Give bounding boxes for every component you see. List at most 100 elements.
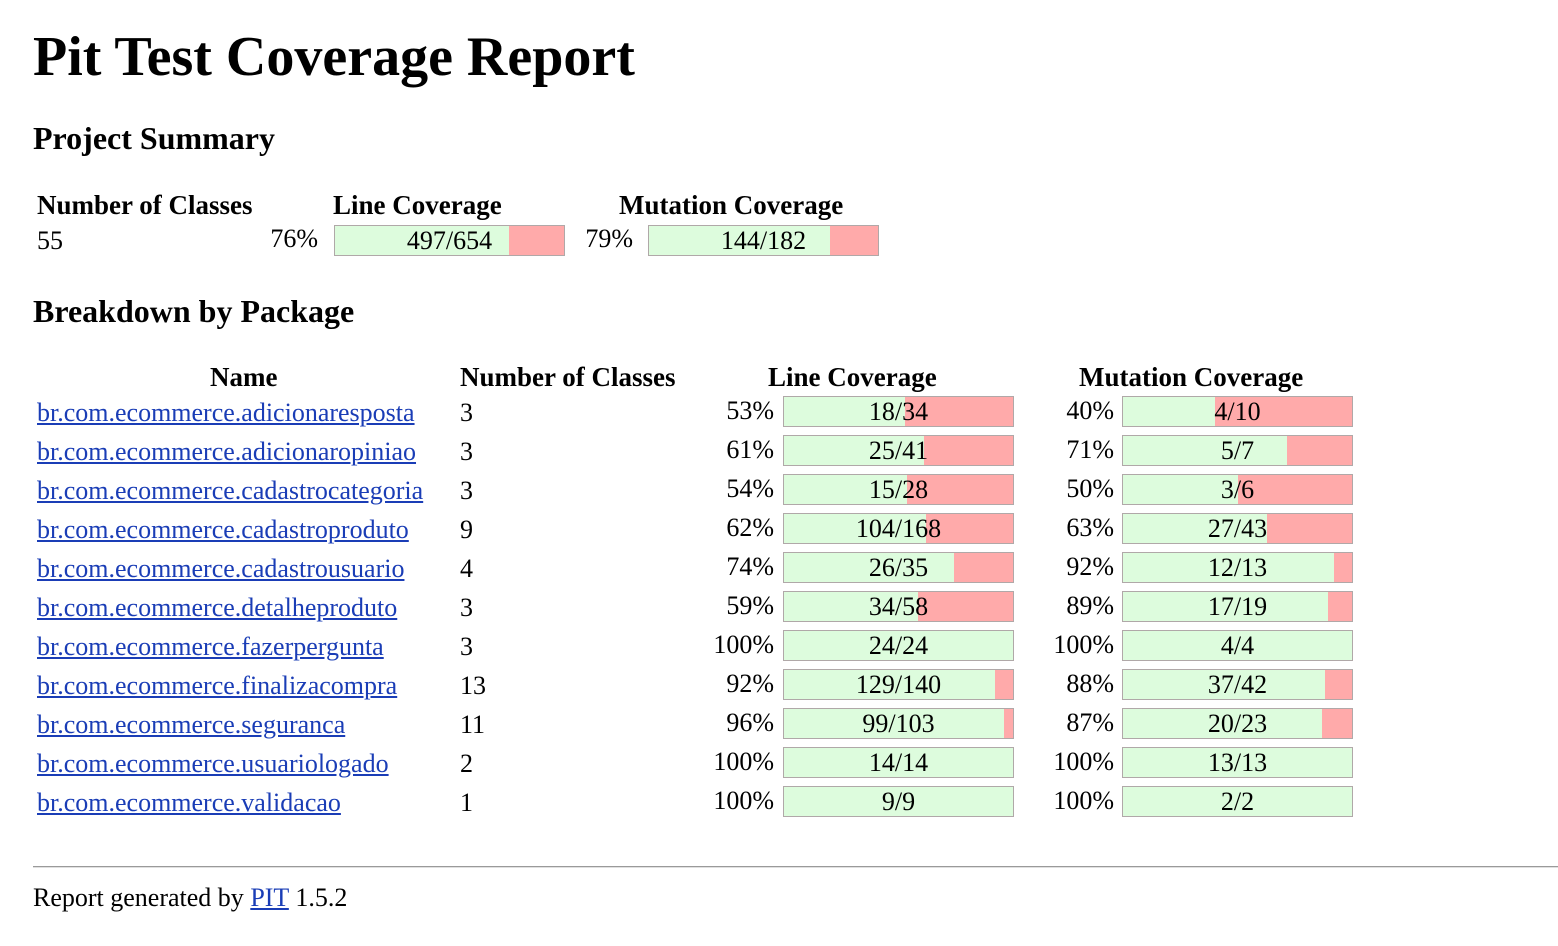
- package-line-coverage-bar: 25/41: [783, 435, 1014, 466]
- package-line-coverage-fill: [784, 631, 1013, 660]
- summary-mutation-pct: 79%: [585, 224, 633, 253]
- package-mutation-coverage-bar: 37/42: [1122, 669, 1353, 700]
- package-line-pct: 53%: [726, 396, 774, 425]
- summary-line-ratio: 497/654: [406, 226, 493, 255]
- package-line-coverage-bar: 15/28: [783, 474, 1014, 505]
- package-link[interactable]: br.com.ecommerce.validacao: [37, 788, 341, 817]
- package-line-pct: 100%: [713, 786, 774, 815]
- package-classes: 3: [460, 437, 473, 466]
- summary-mutation-ratio: 144/182: [720, 226, 807, 255]
- package-mutation-pct: 89%: [1066, 591, 1114, 620]
- package-line-coverage-bar: 18/34: [783, 396, 1014, 427]
- package-mutation-ratio: 5/7: [1220, 436, 1255, 465]
- package-mutation-pct: 63%: [1066, 513, 1114, 542]
- package-line-ratio: 99/103: [862, 709, 935, 738]
- package-mutation-pct: 50%: [1066, 474, 1114, 503]
- package-mutation-ratio: 4/10: [1214, 397, 1261, 426]
- breakdown-header-name: Name: [210, 362, 278, 392]
- package-line-ratio: 15/28: [868, 475, 929, 504]
- package-link[interactable]: br.com.ecommerce.seguranca: [37, 710, 346, 739]
- package-mutation-coverage-fill: [1123, 553, 1335, 582]
- package-line-ratio: 25/41: [868, 436, 929, 465]
- package-line-coverage-fill: [784, 592, 919, 621]
- package-line-coverage-fill: [784, 397, 906, 426]
- package-line-pct: 92%: [726, 669, 774, 698]
- package-line-ratio: 34/58: [868, 592, 929, 621]
- package-mutation-ratio: 4/4: [1220, 631, 1255, 660]
- package-link[interactable]: br.com.ecommerce.cadastrocategoria: [37, 476, 424, 505]
- footer-divider: [33, 866, 1558, 868]
- package-mutation-ratio: 12/13: [1207, 553, 1268, 582]
- package-mutation-coverage-fill: [1123, 709, 1323, 738]
- package-line-ratio: 18/34: [868, 397, 929, 426]
- package-line-coverage-bar: 129/140: [783, 669, 1014, 700]
- package-line-coverage-bar: 99/103: [783, 708, 1014, 739]
- package-mutation-pct: 100%: [1053, 747, 1114, 776]
- package-line-ratio: 26/35: [868, 553, 929, 582]
- summary-header-mutation: Mutation Coverage: [619, 190, 844, 220]
- package-mutation-ratio: 27/43: [1207, 514, 1268, 543]
- package-line-coverage-bar: 9/9: [783, 786, 1014, 817]
- package-line-pct: 61%: [726, 435, 774, 464]
- package-line-pct: 54%: [726, 474, 774, 503]
- package-line-ratio: 129/140: [855, 670, 942, 699]
- package-mutation-coverage-bar: 4/4: [1122, 630, 1353, 661]
- package-line-coverage-bar: 34/58: [783, 591, 1014, 622]
- package-mutation-coverage-bar: 13/13: [1122, 747, 1353, 778]
- page-title: Pit Test Coverage Report: [33, 26, 635, 88]
- package-line-pct: 74%: [726, 552, 774, 581]
- package-mutation-coverage-fill: [1123, 436, 1287, 465]
- package-link[interactable]: br.com.ecommerce.finalizacompra: [37, 671, 398, 700]
- package-mutation-coverage-fill: [1123, 748, 1352, 777]
- package-classes: 3: [460, 593, 473, 622]
- package-mutation-coverage-fill: [1123, 475, 1238, 504]
- package-line-pct: 100%: [713, 630, 774, 659]
- package-mutation-coverage-bar: 17/19: [1122, 591, 1353, 622]
- package-mutation-coverage-fill: [1123, 787, 1352, 816]
- package-link[interactable]: br.com.ecommerce.adicionaresposta: [37, 398, 415, 427]
- package-mutation-coverage-bar: 20/23: [1122, 708, 1353, 739]
- package-classes: 3: [460, 632, 473, 661]
- package-line-coverage-fill: [784, 475, 907, 504]
- package-mutation-pct: 92%: [1066, 552, 1114, 581]
- package-classes: 4: [460, 554, 473, 583]
- breakdown-header-classes: Number of Classes: [460, 362, 676, 392]
- package-line-ratio: 9/9: [881, 787, 916, 816]
- package-mutation-ratio: 20/23: [1207, 709, 1268, 738]
- package-link[interactable]: br.com.ecommerce.cadastrousuario: [37, 554, 405, 583]
- package-link[interactable]: br.com.ecommerce.usuariologado: [37, 749, 389, 778]
- package-mutation-coverage-bar: 3/6: [1122, 474, 1353, 505]
- package-mutation-coverage-bar: 27/43: [1122, 513, 1353, 544]
- package-line-pct: 62%: [726, 513, 774, 542]
- package-mutation-pct: 87%: [1066, 708, 1114, 737]
- package-line-pct: 100%: [713, 747, 774, 776]
- package-mutation-pct: 100%: [1053, 630, 1114, 659]
- package-line-coverage-bar: 14/14: [783, 747, 1014, 778]
- package-link[interactable]: br.com.ecommerce.fazerpergunta: [37, 632, 384, 661]
- package-classes: 9: [460, 515, 473, 544]
- package-mutation-pct: 40%: [1066, 396, 1114, 425]
- package-line-pct: 59%: [726, 591, 774, 620]
- package-link[interactable]: br.com.ecommerce.detalheproduto: [37, 593, 398, 622]
- package-mutation-pct: 100%: [1053, 786, 1114, 815]
- package-mutation-coverage-fill: [1123, 670, 1325, 699]
- package-link[interactable]: br.com.ecommerce.adicionaropiniao: [37, 437, 417, 466]
- package-line-ratio: 104/168: [855, 514, 942, 543]
- breakdown-header-line: Line Coverage: [768, 362, 937, 392]
- package-line-ratio: 14/14: [868, 748, 929, 777]
- breakdown-header-mutation: Mutation Coverage: [1079, 362, 1304, 392]
- package-mutation-coverage-bar: 12/13: [1122, 552, 1353, 583]
- summary-mutation-coverage-bar: 144/182: [648, 225, 879, 256]
- footer: Report generated by PIT 1.5.2: [33, 882, 347, 914]
- package-mutation-ratio: 17/19: [1207, 592, 1268, 621]
- package-line-coverage-bar: 26/35: [783, 552, 1014, 583]
- package-mutation-ratio: 2/2: [1220, 787, 1255, 816]
- package-mutation-coverage-bar: 4/10: [1122, 396, 1353, 427]
- package-link[interactable]: br.com.ecommerce.cadastroproduto: [37, 515, 409, 544]
- package-line-coverage-fill: [784, 514, 926, 543]
- pit-link[interactable]: PIT: [250, 883, 289, 912]
- package-mutation-coverage-fill: [1123, 592, 1328, 621]
- footer-prefix: Report generated by: [33, 883, 244, 912]
- summary-line-pct: 76%: [270, 224, 318, 253]
- package-mutation-coverage-fill: [1123, 631, 1352, 660]
